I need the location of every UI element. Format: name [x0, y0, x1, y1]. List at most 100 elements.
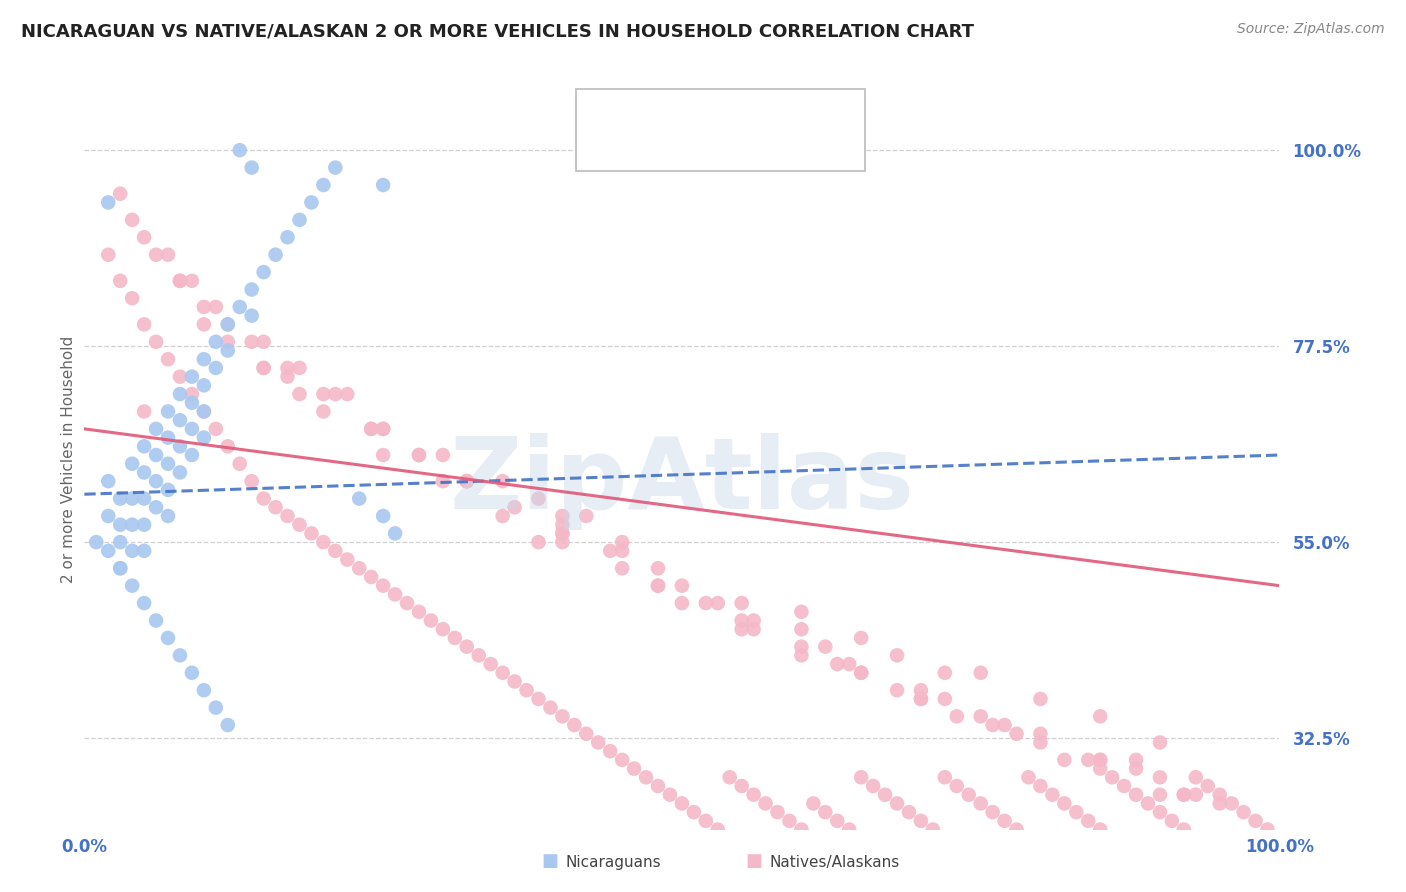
- Point: [396, 596, 419, 610]
- Point: [814, 640, 837, 654]
- Point: [1149, 805, 1171, 819]
- Point: [157, 352, 180, 367]
- Point: [707, 596, 730, 610]
- Point: [851, 665, 873, 680]
- Point: [731, 596, 754, 610]
- Point: [612, 535, 634, 549]
- Point: [1185, 770, 1208, 784]
- Point: [288, 360, 311, 375]
- Point: [551, 535, 574, 549]
- Point: [564, 718, 586, 732]
- Point: [110, 561, 132, 575]
- Point: [970, 665, 993, 680]
- Point: [1090, 709, 1112, 723]
- Point: [647, 561, 669, 575]
- Point: [360, 422, 382, 436]
- Point: [827, 814, 849, 828]
- Point: [97, 508, 120, 523]
- Point: [169, 274, 191, 288]
- Point: [193, 378, 215, 392]
- Point: [253, 265, 276, 279]
- Point: [217, 343, 239, 358]
- Point: [1090, 762, 1112, 776]
- Point: [790, 640, 813, 654]
- Point: [599, 744, 621, 758]
- Point: [181, 387, 204, 401]
- Point: [132, 517, 156, 532]
- Point: [790, 822, 813, 837]
- Text: -0.556: -0.556: [672, 140, 727, 155]
- Point: [1077, 753, 1099, 767]
- Point: [408, 448, 430, 462]
- Point: [132, 318, 156, 332]
- Text: ■: ■: [598, 140, 614, 158]
- Point: [205, 300, 228, 314]
- Point: [325, 387, 347, 401]
- Point: [110, 186, 132, 201]
- Point: [1173, 822, 1195, 837]
- Point: [373, 579, 395, 593]
- Text: ■: ■: [745, 852, 762, 870]
- Point: [157, 457, 180, 471]
- Point: [1114, 779, 1136, 793]
- Point: [456, 640, 478, 654]
- Point: [970, 797, 993, 811]
- Point: [1173, 788, 1195, 802]
- Point: [695, 814, 717, 828]
- Point: [145, 248, 167, 262]
- Point: [1209, 797, 1232, 811]
- Point: [205, 700, 228, 714]
- Point: [181, 396, 204, 410]
- Point: [229, 457, 252, 471]
- Point: [456, 474, 478, 488]
- Point: [217, 334, 239, 349]
- Point: [994, 718, 1017, 732]
- Point: [349, 561, 371, 575]
- Point: [1149, 735, 1171, 749]
- Point: [851, 631, 873, 645]
- Point: [110, 535, 132, 549]
- Point: [277, 360, 299, 375]
- Text: ■: ■: [598, 110, 614, 128]
- Point: [1090, 822, 1112, 837]
- Point: [193, 318, 215, 332]
- Point: [277, 369, 299, 384]
- Point: [312, 387, 335, 401]
- Point: [838, 822, 860, 837]
- Point: [205, 360, 228, 375]
- Point: [217, 718, 239, 732]
- Point: [121, 517, 143, 532]
- Point: [145, 500, 167, 515]
- Point: [575, 727, 598, 741]
- Point: [1233, 805, 1256, 819]
- Point: [217, 318, 239, 332]
- Point: [934, 770, 956, 784]
- Point: [97, 248, 120, 262]
- Point: [479, 657, 502, 671]
- Point: [671, 797, 693, 811]
- Point: [779, 814, 801, 828]
- Point: [336, 387, 359, 401]
- Point: [240, 161, 263, 175]
- Point: [1042, 788, 1064, 802]
- Point: [755, 797, 778, 811]
- Point: [193, 431, 215, 445]
- Point: [946, 779, 969, 793]
- Point: [1029, 692, 1052, 706]
- Point: [910, 692, 932, 706]
- Point: [910, 683, 932, 698]
- Point: [121, 579, 143, 593]
- Point: [766, 805, 789, 819]
- Point: [193, 683, 215, 698]
- Point: [121, 291, 143, 305]
- Text: 72: 72: [770, 110, 792, 125]
- Point: [145, 474, 167, 488]
- Point: [181, 422, 204, 436]
- Point: [373, 178, 395, 192]
- Point: [205, 334, 228, 349]
- Point: [145, 448, 167, 462]
- Point: [922, 822, 945, 837]
- Point: [384, 526, 406, 541]
- Point: [132, 439, 156, 453]
- Point: [169, 274, 191, 288]
